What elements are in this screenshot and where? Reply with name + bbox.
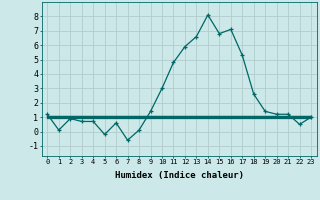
X-axis label: Humidex (Indice chaleur): Humidex (Indice chaleur)	[115, 171, 244, 180]
